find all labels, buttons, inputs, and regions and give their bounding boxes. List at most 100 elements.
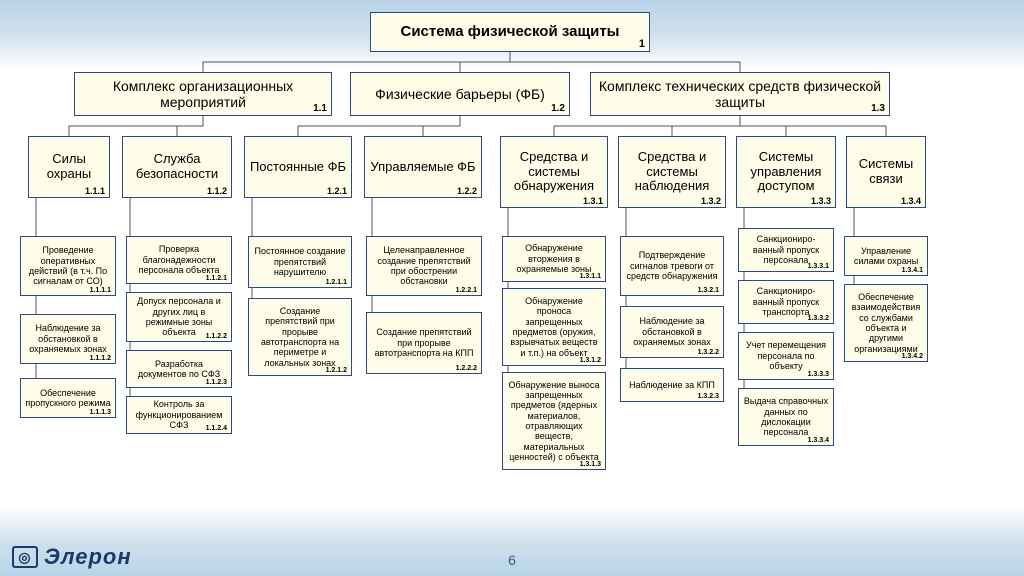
node-label: Подтверждение сигналов тревоги от средст… (625, 250, 719, 281)
node-label: Обнаружение проноса запрещенных предмето… (507, 296, 601, 358)
node-1-3-1-2: Обнаружение проноса запрещенных предмето… (502, 288, 606, 366)
node-number: 1.3.3.4 (808, 437, 829, 444)
node-label: Системы связи (851, 157, 921, 187)
node-number: 1.3.1.2 (580, 357, 601, 364)
node-label: Учет перемещения персонала по объекту (743, 340, 829, 371)
node-1-1-2-4: Контроль за функционированием СФЗ1.1.2.4 (126, 396, 232, 434)
node-1-3-3-4: Выдача справочных данных по дислокации п… (738, 388, 834, 446)
node-label: Постоянное создание препятствий нарушите… (253, 246, 347, 277)
node-label: Постоянные ФБ (249, 160, 347, 175)
node-number: 1.1.2.1 (206, 275, 227, 282)
footer-brand: ◎ Элерон (12, 544, 132, 570)
node-number: 1 (639, 38, 645, 50)
node-label: Комплекс технических средств физической … (595, 78, 885, 110)
node-label: Наблюдение за обстановкой в охраняемых з… (625, 316, 719, 347)
node-1-3-2-1: Подтверждение сигналов тревоги от средст… (620, 236, 724, 296)
node-1-1: Комплекс организационных мероприятий1.1 (74, 72, 332, 116)
node-1-3-1: Средства и системы обнаружения1.3.1 (500, 136, 608, 208)
node-number: 1.1.2.3 (206, 379, 227, 386)
node-1-1-1-1: Проведение оперативных действий (в т.ч. … (20, 236, 116, 296)
node-1-3-4: Системы связи 1.3.4 (846, 136, 926, 208)
node-number: 1.3.3.2 (808, 315, 829, 322)
node-label: Обеспечение взаимодействия со службами о… (849, 292, 923, 354)
node-number: 1.1.2.2 (206, 333, 227, 340)
node-1-2-2-2: Создание препятствий при прорыве автотра… (366, 312, 482, 374)
brand-icon: ◎ (12, 546, 38, 568)
node-1-2-1-2: Создание препятствий при прорыве автотра… (248, 298, 352, 376)
brand-text: Элерон (44, 544, 132, 570)
node-1-1-2-1: Проверка благонадежности персонала объек… (126, 236, 232, 284)
node-1-2: Физические барьеры (ФБ)1.2 (350, 72, 570, 116)
node-label: Наблюдение за КПП (625, 380, 719, 390)
node-number: 1.2 (551, 103, 565, 114)
node-label: Комплекс организационных мероприятий (79, 78, 327, 110)
node-label: Управление силами охраны (849, 246, 923, 267)
node-label: Служба безопасности (127, 152, 227, 182)
node-label: Системы управления доступом (741, 150, 831, 195)
node-label: Обнаружение выноса запрещенных предметов… (507, 380, 601, 463)
node-number: 1.3.1.1 (580, 273, 601, 280)
node-number: 1.2.2.1 (456, 287, 477, 294)
node-number: 1.1 (313, 103, 327, 114)
node-label: Разработка документов по СФЗ (131, 359, 227, 380)
node-1-2-2: Управляемые ФБ 1.2.2 (364, 136, 482, 198)
node-number: 1.3.2.3 (698, 393, 719, 400)
node-number: 1.1.1 (85, 186, 105, 196)
node-label: Средства и системы обнаружения (505, 150, 603, 195)
node-label: Проведение оперативных действий (в т.ч. … (25, 245, 111, 286)
node-1-2-1-1: Постоянное создание препятствий нарушите… (248, 236, 352, 288)
node-1-3-2: Средства и системы наблюдения1.3.2 (618, 136, 726, 208)
node-1-2-2-1: Целенаправленное создание препятствий пр… (366, 236, 482, 296)
node-number: 1.2.1.1 (326, 279, 347, 286)
node-label: Обнаружение вторжения в охраняемые зоны (507, 243, 601, 274)
node-number: 1.3.3.3 (808, 371, 829, 378)
node-1-3: Комплекс технических средств физической … (590, 72, 890, 116)
node-number: 1.2.1.2 (326, 367, 347, 374)
node-1-3-1-1: Обнаружение вторжения в охраняемые зоны1… (502, 236, 606, 282)
node-label: Средства и системы наблюдения (623, 150, 721, 195)
node-1-3-4-2: Обеспечение взаимодействия со службами о… (844, 284, 928, 362)
node-number: 1.3.1 (583, 196, 603, 206)
node-number: 1.3.4.2 (902, 353, 923, 360)
node-1-1-2-2: Допуск персонала и других лиц в режимные… (126, 292, 232, 342)
node-number: 1.1.1.3 (90, 409, 111, 416)
node-label: Управляемые ФБ (369, 160, 477, 175)
node-number: 1.1.2.4 (206, 425, 227, 432)
node-number: 1.2.2 (457, 186, 477, 196)
node-number: 1.1.1.2 (90, 355, 111, 362)
node-1-2-1: Постоянные ФБ 1.2.1 (244, 136, 352, 198)
node-number: 1.3.2.2 (698, 349, 719, 356)
node-number: 1.3 (871, 103, 885, 114)
node-number: 1.2.1 (327, 186, 347, 196)
node-label: Создание препятствий при прорыве автотра… (253, 306, 347, 368)
node-number: 1.3.1.3 (580, 461, 601, 468)
node-1-3-3-2: Санкциониро­ванный пропуск транспорта1.3… (738, 280, 834, 324)
node-label: Санкциониро­ванный пропуск персонала (743, 234, 829, 265)
node-1-3-3-3: Учет перемещения персонала по объекту1.3… (738, 332, 834, 380)
node-1-3-4-1: Управление силами охраны1.3.4.1 (844, 236, 928, 276)
node-label: Система физической защиты (375, 23, 645, 40)
node-1-1-1-2: Наблюдение за обстановкой в охраняемых з… (20, 314, 116, 364)
node-label: Допуск персонала и других лиц в режимные… (131, 296, 227, 337)
node-label: Физические барьеры (ФБ) (355, 86, 565, 102)
node-number: 1.3.2.1 (698, 287, 719, 294)
node-1-3-2-3: Наблюдение за КПП 1.3.2.3 (620, 368, 724, 402)
node-1-1-2: Служба безопасности 1.1.2 (122, 136, 232, 198)
node-number: 1.3.3.1 (808, 263, 829, 270)
node-1-3-2-2: Наблюдение за обстановкой в охраняемых з… (620, 306, 724, 358)
node-label: Создание препятствий при прорыве автотра… (371, 327, 477, 358)
node-1-3-3-1: Санкциониро­ванный пропуск персонала1.3.… (738, 228, 834, 272)
node-1-3-3: Системы управления доступом1.3.3 (736, 136, 836, 208)
node-number: 1.3.3 (811, 196, 831, 206)
node-number: 1.3.2 (701, 196, 721, 206)
node-1-1-1: Силы охраны1.1.1 (28, 136, 110, 198)
node-number: 1.2.2.2 (456, 365, 477, 372)
node-number: 1.3.4 (901, 196, 921, 206)
node-number: 1.1.2 (207, 186, 227, 196)
node-number: 1.3.4.1 (902, 267, 923, 274)
node-1-1-2-3: Разработка документов по СФЗ1.1.2.3 (126, 350, 232, 388)
node-1-3-1-3: Обнаружение выноса запрещенных предметов… (502, 372, 606, 470)
node-1: Система физической защиты1 (370, 12, 650, 52)
node-number: 1.1.1.1 (90, 287, 111, 294)
node-1-1-1-3: Обеспечение пропускного режима1.1.1.3 (20, 378, 116, 418)
